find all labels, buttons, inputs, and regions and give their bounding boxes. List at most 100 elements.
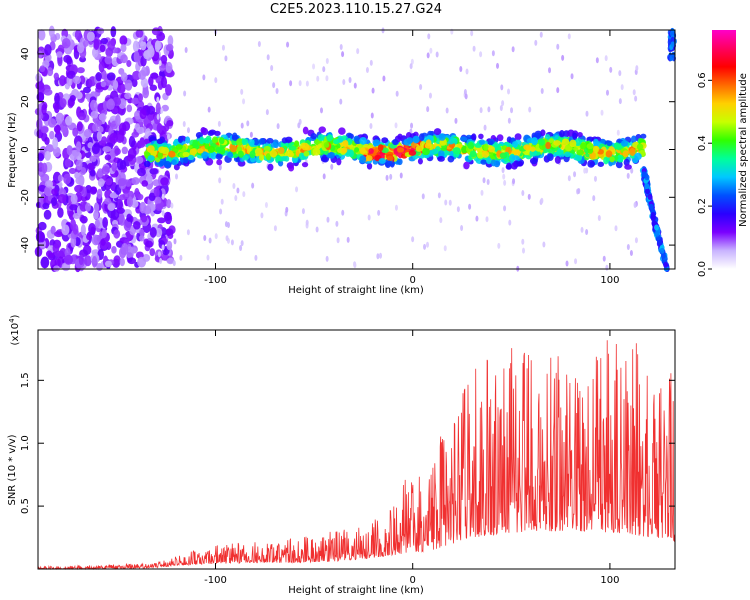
faint-cell <box>208 237 212 244</box>
signal-cell <box>523 144 532 151</box>
faint-cell <box>605 89 609 96</box>
faint-cell <box>159 257 163 264</box>
edge-cell <box>644 188 650 195</box>
faint-cell <box>410 58 414 65</box>
faint-cell <box>353 262 357 269</box>
noise-cell <box>93 202 100 213</box>
noise-cell <box>126 196 133 208</box>
signal-cell <box>192 139 199 148</box>
faint-cell <box>595 57 599 64</box>
noise-cell <box>130 247 138 254</box>
signal-cell <box>175 144 183 150</box>
noise-cell <box>54 103 60 114</box>
noise-cell <box>89 186 97 195</box>
colorbar-tick-label: 0.4 <box>697 135 708 151</box>
noise-cell <box>72 223 79 235</box>
faint-cell <box>221 44 225 51</box>
faint-cell <box>468 203 472 210</box>
noise-cell <box>54 231 64 238</box>
signal-cell <box>481 150 490 158</box>
noise-cell <box>137 167 146 177</box>
signal-cell <box>511 155 520 161</box>
faint-cell <box>203 235 207 242</box>
noise-cell <box>150 203 156 211</box>
noise-cell <box>66 145 73 156</box>
noise-cell <box>135 156 144 164</box>
signal-cell <box>187 154 195 161</box>
signal-cell <box>496 134 504 142</box>
noise-cell <box>57 194 67 204</box>
faint-cell <box>419 83 423 90</box>
noise-cell <box>75 159 83 171</box>
signal-cell <box>616 154 624 163</box>
faint-cell <box>316 75 320 82</box>
signal-cell <box>310 133 317 140</box>
noise-cell <box>47 118 57 128</box>
faint-cell <box>600 109 604 116</box>
noise-cell <box>100 136 108 144</box>
noise-cell <box>100 80 107 88</box>
faint-cell <box>444 199 448 206</box>
noise-cell <box>109 147 116 158</box>
signal-cell <box>451 137 457 144</box>
noise-cell <box>122 121 131 132</box>
faint-cell <box>285 206 289 213</box>
faint-cell <box>346 236 350 243</box>
faint-cell <box>232 183 236 190</box>
signal-cell <box>593 146 599 154</box>
noise-cell <box>165 84 172 96</box>
noise-cell <box>135 29 144 38</box>
signal-cell <box>577 131 583 138</box>
signal-cell <box>215 146 224 153</box>
noise-cell <box>139 234 145 242</box>
signal-cell <box>237 150 244 158</box>
faint-cell <box>275 88 279 95</box>
snr-x-axis: -100 0 100 <box>204 330 619 586</box>
faint-cell <box>618 98 622 105</box>
signal-cell <box>386 155 394 162</box>
signal-cell <box>605 150 613 158</box>
noise-cell <box>70 193 78 204</box>
faint-cell <box>342 79 346 86</box>
noise-cell <box>97 125 104 133</box>
faint-cell <box>156 113 160 120</box>
noise-cell <box>117 178 127 187</box>
signal-cell <box>236 138 244 146</box>
signal-cell <box>586 143 594 150</box>
faint-cell <box>341 209 345 216</box>
faint-cell <box>236 187 240 194</box>
edge-cell <box>647 194 653 201</box>
noise-cell <box>115 198 124 210</box>
faint-cell <box>426 106 430 113</box>
faint-cell <box>556 43 560 50</box>
signal-cell <box>143 160 151 168</box>
faint-cell <box>379 252 383 259</box>
signal-cell <box>312 147 321 156</box>
noise-cell <box>104 260 112 268</box>
faint-cell <box>574 258 578 265</box>
spectrogram-y-axis: -40 -20 0 20 40 <box>20 48 675 253</box>
signal-cell <box>406 137 414 144</box>
signal-cell <box>227 151 234 158</box>
y-tick-label: 40 <box>20 48 31 61</box>
signal-cell <box>215 153 223 160</box>
noise-cell <box>138 70 147 80</box>
noise-cell <box>167 35 174 47</box>
signal-cell <box>506 162 512 170</box>
signal-cell <box>205 135 212 142</box>
faint-cell <box>395 90 399 97</box>
faint-cell <box>301 208 305 215</box>
signal-cell <box>636 143 644 151</box>
noise-cell <box>52 137 59 150</box>
signal-cell <box>397 158 403 166</box>
noise-cell <box>137 256 147 268</box>
noise-cell <box>116 207 125 214</box>
noise-cell <box>102 146 112 153</box>
faint-cell <box>423 243 427 250</box>
faint-cell <box>348 76 352 83</box>
signal-cell <box>430 148 439 155</box>
faint-cell <box>218 177 222 184</box>
faint-cell <box>633 202 637 209</box>
signal-cell <box>182 151 190 158</box>
noise-cell <box>92 123 99 132</box>
